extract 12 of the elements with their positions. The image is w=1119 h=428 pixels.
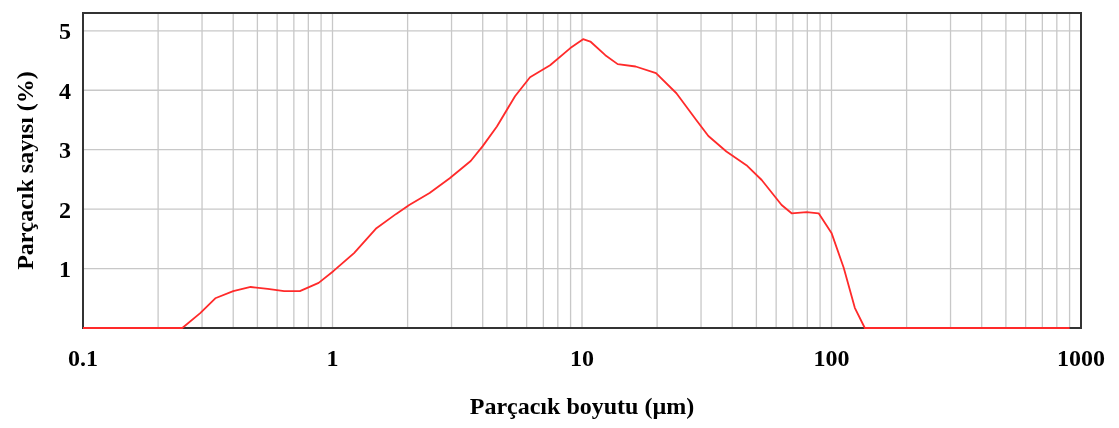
y-tick-label: 5 xyxy=(59,18,71,45)
y-axis-title: Parçacık sayısı (%) xyxy=(12,71,38,270)
x-tick-label: 1000 xyxy=(1057,345,1105,371)
x-tick-label: 0.1 xyxy=(68,345,98,371)
x-tick-label: 1 xyxy=(326,345,339,371)
y-tick-label: 1 xyxy=(59,255,71,282)
y-tick-label: 3 xyxy=(59,137,71,164)
x-axis-title: Parçacık boyutu (µm) xyxy=(469,393,695,419)
y-tick-label: 2 xyxy=(59,196,71,223)
x-tick-label: 100 xyxy=(813,345,850,371)
x-tick-label: 10 xyxy=(570,345,594,371)
y-tick-label: 4 xyxy=(59,77,71,104)
